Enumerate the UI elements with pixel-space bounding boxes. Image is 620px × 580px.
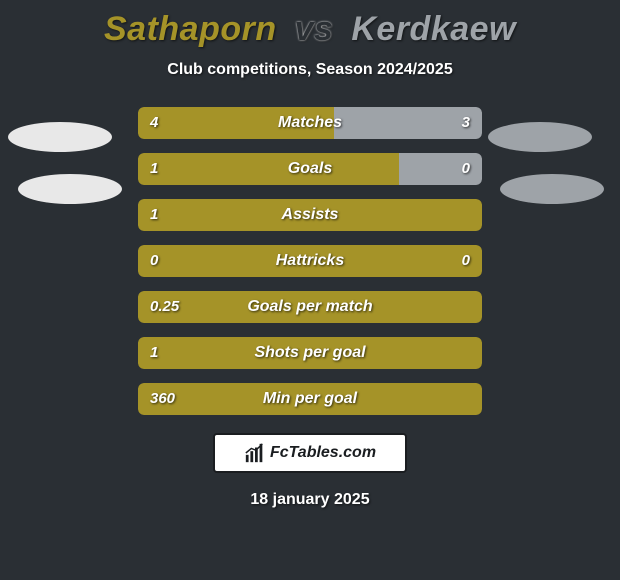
stat-value-left: 1	[138, 153, 170, 185]
stat-value-left: 1	[138, 199, 170, 231]
stat-value-right: 0	[450, 245, 482, 277]
bar-track	[138, 337, 482, 369]
stat-row: 0.25Goals per match	[0, 291, 620, 323]
stat-value-right: 3	[450, 107, 482, 139]
bar-left	[138, 153, 399, 185]
subtitle: Club competitions, Season 2024/2025	[0, 61, 620, 79]
decorative-ellipse	[488, 122, 592, 152]
bar-track	[138, 153, 482, 185]
stat-value-left: 0	[138, 245, 170, 277]
decorative-ellipse	[500, 174, 604, 204]
bar-left	[138, 337, 482, 369]
bar-left	[138, 245, 482, 277]
page-title: Sathaporn vs Kerdkaew	[0, 0, 620, 49]
bar-left	[138, 199, 482, 231]
decorative-ellipse	[8, 122, 112, 152]
player2-name: Kerdkaew	[351, 10, 516, 48]
bar-track	[138, 107, 482, 139]
comparison-chart: 43Matches10Goals1Assists00Hattricks0.25G…	[0, 107, 620, 415]
decorative-ellipse	[18, 174, 122, 204]
stat-value-left: 360	[138, 383, 187, 415]
stat-row: 00Hattricks	[0, 245, 620, 277]
logo-text: FcTables.com	[270, 444, 376, 462]
bar-track	[138, 245, 482, 277]
bar-track	[138, 199, 482, 231]
stat-value-right: 0	[450, 153, 482, 185]
stat-value-left: 1	[138, 337, 170, 369]
stat-value-left: 0.25	[138, 291, 191, 323]
player1-name: Sathaporn	[104, 10, 277, 48]
stat-row: 360Min per goal	[0, 383, 620, 415]
bar-left	[138, 383, 482, 415]
bar-track	[138, 383, 482, 415]
chart-icon	[244, 442, 266, 464]
date-text: 18 january 2025	[0, 491, 620, 509]
vs-text: vs	[287, 10, 342, 48]
logo-badge: FcTables.com	[213, 433, 407, 473]
stat-row: 1Shots per goal	[0, 337, 620, 369]
stat-row: 1Assists	[0, 199, 620, 231]
stat-value-left: 4	[138, 107, 170, 139]
